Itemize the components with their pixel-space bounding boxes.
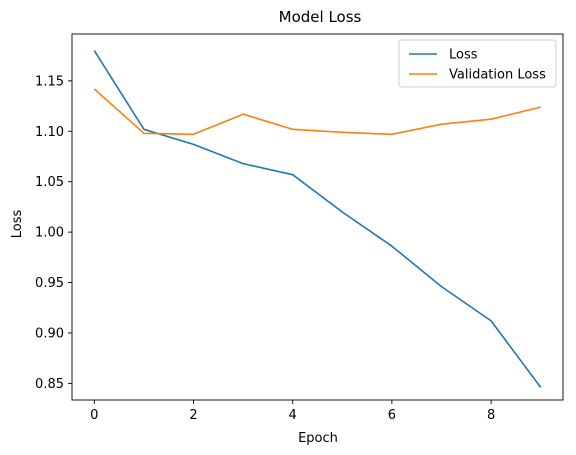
series-layer [93,50,542,388]
series-line-validation-loss [93,88,541,136]
plot-frame [71,33,564,401]
y-tick-label: 1.10 [35,125,64,140]
x-tick-label: 6 [388,408,396,423]
x-tick-label: 8 [487,408,495,423]
x-tick-label: 0 [90,408,98,423]
y-tick-label: 0.85 [35,377,64,392]
y-axis-ticks: 0.85 0.90 0.95 1.00 1.05 1.10 1.15 [35,74,72,392]
x-tick-label: 2 [189,408,197,423]
legend-entry-label: Loss [449,48,478,63]
x-tick-label: 4 [289,408,297,423]
y-tick-label: 0.90 [35,326,64,341]
x-axis-ticks: 0 2 4 6 8 [90,400,495,423]
legend-entry-label: Validation Loss [449,68,546,83]
chart-title: Model Loss [279,8,362,26]
y-tick-label: 1.15 [35,74,64,89]
y-tick-label: 1.05 [35,175,64,190]
y-tick-label: 1.00 [35,226,64,241]
legend-box [398,39,557,88]
y-tick-label: 0.95 [35,276,64,291]
series-line-loss [93,50,542,388]
y-axis-label: Loss [10,210,25,239]
legend: Loss Validation Loss [398,39,557,88]
x-axis-label: Epoch [298,431,338,446]
